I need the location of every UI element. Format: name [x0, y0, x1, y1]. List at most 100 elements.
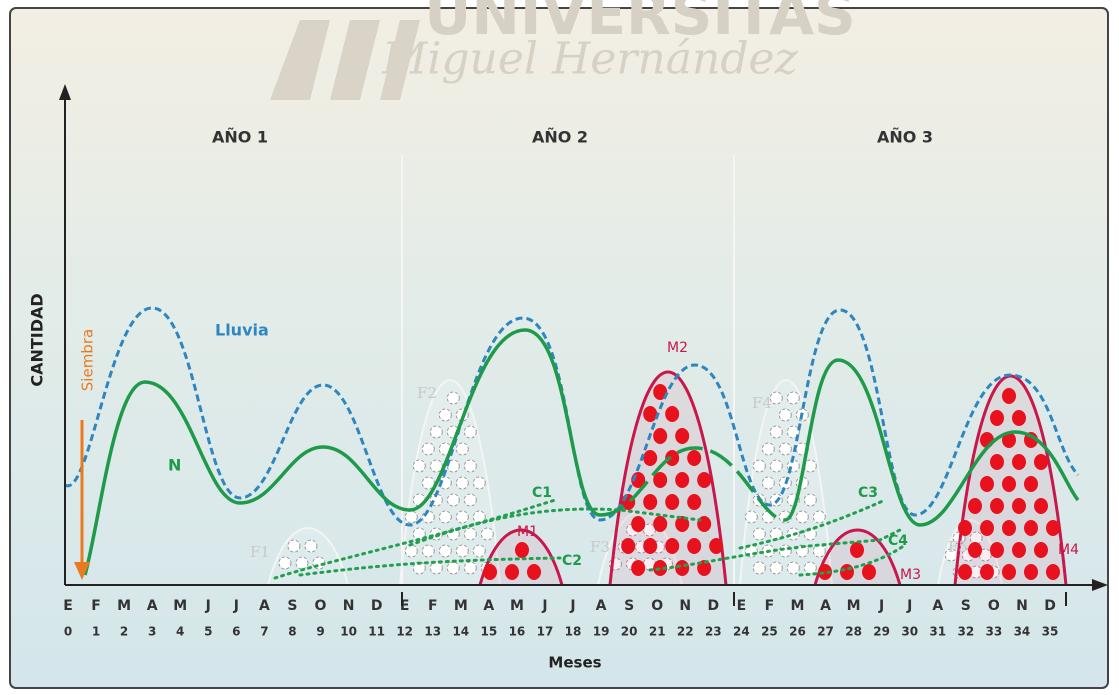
- fruit: [968, 498, 982, 514]
- flower: [296, 557, 308, 569]
- fruit: [1002, 476, 1016, 492]
- month-label: A: [820, 598, 831, 614]
- flower: [456, 511, 468, 523]
- fruit: [1002, 520, 1016, 536]
- flower: [439, 511, 451, 523]
- flower: [430, 426, 442, 438]
- flower: [464, 426, 476, 438]
- month-number: 30: [901, 625, 918, 639]
- flower: [447, 494, 459, 506]
- flower: [405, 545, 417, 557]
- n-label: N: [168, 456, 181, 475]
- flower: [787, 562, 799, 574]
- flower: [770, 460, 782, 472]
- month-label: M: [454, 598, 468, 614]
- month-label: F: [428, 598, 438, 614]
- flower: [804, 494, 816, 506]
- month-number: 3: [148, 625, 156, 639]
- flower: [413, 460, 425, 472]
- m-label: M2: [667, 340, 688, 356]
- month-label: S: [287, 598, 297, 614]
- c-label: C1: [532, 485, 552, 501]
- month-label: N: [679, 598, 691, 614]
- month-number: 5: [204, 625, 212, 639]
- fruit: [1002, 388, 1016, 404]
- watermark-subtitle: Miguel Hernández: [381, 34, 798, 85]
- month-number: 9: [316, 625, 324, 639]
- flower: [762, 443, 774, 455]
- fruit: [1002, 564, 1016, 580]
- flower: [456, 545, 468, 557]
- month-number: 15: [481, 625, 498, 639]
- month-label: O: [315, 598, 327, 614]
- sowing-label: Siembra: [79, 329, 97, 391]
- flower: [279, 557, 291, 569]
- fruit: [675, 472, 689, 488]
- flower: [447, 392, 459, 404]
- c-label: C3: [858, 485, 878, 501]
- fruit: [505, 564, 519, 580]
- flower: [305, 540, 317, 552]
- fruit: [653, 516, 667, 532]
- month-number: 21: [649, 625, 666, 639]
- month-number: 31: [929, 625, 946, 639]
- fruit: [653, 428, 667, 444]
- fruit: [1012, 410, 1026, 426]
- flower: [779, 409, 791, 421]
- fruit: [840, 564, 854, 580]
- flower: [770, 562, 782, 574]
- flower: [422, 545, 434, 557]
- month-number: 14: [452, 625, 469, 639]
- fruit: [980, 476, 994, 492]
- flower: [762, 477, 774, 489]
- month-label: E: [737, 598, 747, 614]
- fruit: [665, 406, 679, 422]
- fruit: [1046, 564, 1060, 580]
- fruit: [643, 494, 657, 510]
- fruit: [709, 538, 723, 554]
- flower: [464, 494, 476, 506]
- month-label: S: [624, 598, 634, 614]
- flower: [753, 460, 765, 472]
- f-label: F2: [417, 384, 437, 402]
- month-label: J: [541, 598, 547, 614]
- fruit: [665, 538, 679, 554]
- month-label: N: [343, 598, 355, 614]
- c-label: C2: [562, 553, 582, 569]
- fruit: [1012, 454, 1026, 470]
- diagram: UNIVERSITAS Miguel Hernández AÑO 1 AÑO 2…: [0, 0, 1119, 695]
- month-number: 12: [396, 625, 413, 639]
- flower: [464, 460, 476, 472]
- rain-label: Lluvia: [215, 321, 269, 340]
- m-label: M1: [517, 524, 538, 540]
- month-label: S: [961, 598, 971, 614]
- m-label: M4: [1058, 542, 1079, 558]
- flower: [464, 562, 476, 574]
- flower: [813, 511, 825, 523]
- month-label: M: [117, 598, 131, 614]
- month-number: 4: [176, 625, 184, 639]
- flower: [813, 545, 825, 557]
- flower: [422, 443, 434, 455]
- month-label: M: [510, 598, 524, 614]
- month-label: J: [878, 598, 884, 614]
- month-number: 27: [817, 625, 834, 639]
- month-number: 8: [288, 625, 296, 639]
- fruit: [1046, 520, 1060, 536]
- fruit: [990, 410, 1004, 426]
- c-label: C4: [888, 533, 908, 549]
- fruit: [621, 538, 635, 554]
- fruit: [631, 516, 645, 532]
- flower: [439, 409, 451, 421]
- fruit: [1034, 454, 1048, 470]
- year-label: AÑO 3: [877, 128, 933, 147]
- flower: [405, 511, 417, 523]
- fruit: [980, 520, 994, 536]
- month-number: 16: [509, 625, 526, 639]
- f-label: F4: [752, 394, 772, 412]
- month-number: 6: [232, 625, 240, 639]
- flower: [770, 426, 782, 438]
- month-number: 19: [593, 625, 610, 639]
- month-number: 24: [733, 625, 750, 639]
- month-label: A: [932, 598, 943, 614]
